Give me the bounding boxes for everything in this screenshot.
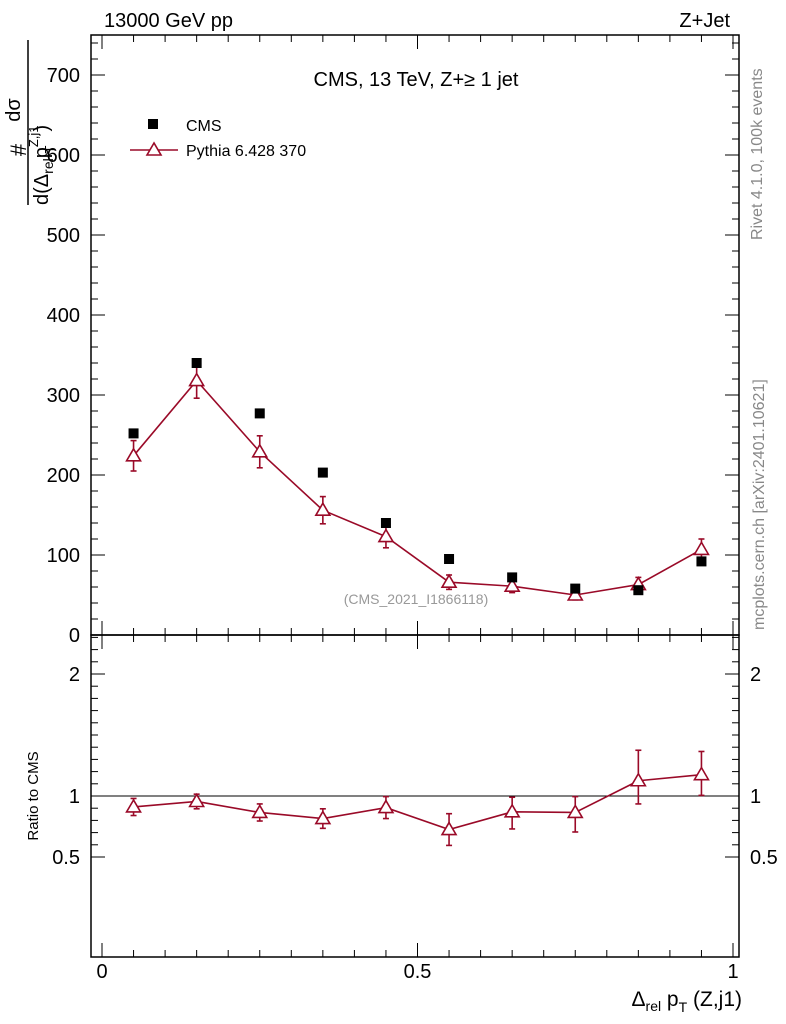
- x-tick-label: 0.5: [404, 961, 432, 983]
- rivet-side-label: Rivet 4.1.0, 100k events: [749, 68, 766, 240]
- analysis-watermark: (CMS_2021_I1866118): [344, 591, 489, 607]
- main-y-tick-label: 100: [47, 545, 80, 567]
- main-y-tick-label: 500: [47, 225, 80, 247]
- ratio-mc-point: [188, 792, 206, 808]
- x-tick-label: 1: [727, 961, 738, 983]
- ratio-y-tick-label-right: 1: [750, 786, 761, 808]
- main-y-tick-labels: 0 100 200 300 400 500 600 700: [47, 65, 80, 647]
- ratio-y-tick-label-right: 2: [750, 664, 761, 686]
- main-mc-point: [188, 372, 206, 387]
- ratio-mc-series: [125, 749, 710, 847]
- main-panel-ticks: [91, 35, 739, 636]
- main-y-axis-label: # dσ d(ΔrelpZ,j1T): [3, 40, 57, 205]
- main-y-tick-label: 0: [69, 625, 80, 647]
- mcplots-side-label: mcplots.cern.ch [arXiv:2401.10621]: [751, 379, 768, 630]
- main-mc-point: [314, 501, 332, 517]
- main-y-tick-label: 600: [47, 145, 80, 167]
- main-cms-point: [570, 583, 581, 594]
- ratio-mc-point: [125, 798, 142, 813]
- legend-cms-label: CMS: [186, 118, 222, 135]
- header-left-label: 13000 GeV pp: [104, 10, 233, 32]
- ratio-y-tick-label-left: 2: [69, 664, 80, 686]
- x-axis-label: Δrel pT (Z,j1): [632, 988, 743, 1015]
- ratio-mc-point: [693, 766, 710, 781]
- main-mc-point: [251, 443, 269, 458]
- main-y-tick-label: 400: [47, 305, 80, 327]
- ratio-mc-point: [629, 772, 647, 787]
- ratio-mc-line: [133, 773, 702, 831]
- ylabel-hash: #: [6, 143, 31, 156]
- main-cms-point: [633, 585, 644, 596]
- ratio-panel-ticks: [91, 635, 739, 957]
- legend-cms-marker: [148, 119, 158, 129]
- main-mc-point: [566, 586, 584, 601]
- legend-mc-label: Pythia 6.428 370: [186, 143, 306, 160]
- main-mc-point: [125, 447, 142, 462]
- ratio-y-tick-label-right: 0.5: [750, 847, 778, 869]
- legend-mc-marker: [145, 141, 163, 156]
- header-right-label: Z+Jet: [679, 10, 730, 32]
- main-y-tick-label: 700: [47, 65, 80, 87]
- main-mc-line: [132, 379, 702, 596]
- ratio-y-tick-label-left: 0.5: [52, 847, 80, 869]
- ylabel-denominator: d(ΔrelpZ,j1T): [26, 125, 57, 205]
- main-cms-point: [254, 408, 265, 419]
- x-tick-label: 0: [96, 961, 107, 983]
- ratio-mc-point: [251, 803, 269, 819]
- main-y-tick-label: 200: [47, 465, 80, 487]
- ratio-mc-point: [503, 803, 521, 818]
- main-mc-point: [377, 528, 395, 543]
- main-y-tick-label: 300: [47, 385, 80, 407]
- ratio-mc-point: [566, 803, 584, 819]
- ratio-mc-point: [314, 809, 332, 825]
- main-cms-point: [317, 467, 328, 478]
- ylabel-numerator: dσ: [3, 98, 25, 122]
- ratio-y-tick-label-left: 1: [69, 786, 80, 808]
- ratio-mc-point: [440, 820, 458, 836]
- main-cms-point: [444, 554, 455, 564]
- ratio-y-tick-labels: 0.5 0.5 1 1 2 2: [52, 664, 778, 869]
- main-cms-series: [128, 358, 707, 596]
- main-cms-point: [380, 518, 391, 528]
- main-cms-point: [507, 572, 518, 583]
- main-mc-point: [693, 540, 710, 556]
- main-cms-point: [696, 556, 707, 567]
- ratio-y-axis-label: Ratio to CMS: [25, 751, 42, 840]
- main-mc-point: [440, 573, 458, 589]
- main-cms-point: [128, 428, 139, 439]
- main-mc-series: [125, 362, 710, 601]
- main-panel-title: CMS, 13 TeV, Z+≥ 1 jet: [314, 69, 519, 91]
- main-mc-point: [503, 577, 521, 593]
- x-tick-labels: 0 0.5 1: [96, 961, 738, 983]
- ratio-mc-point: [377, 799, 395, 814]
- main-cms-point: [191, 358, 202, 368]
